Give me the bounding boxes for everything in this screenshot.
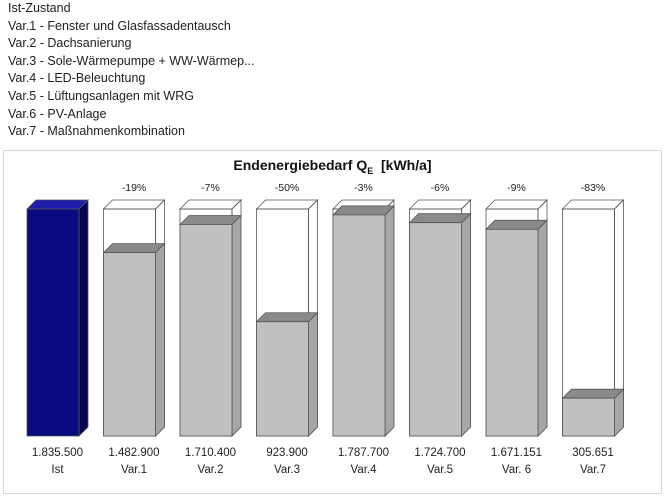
legend-item: Var.5 - Lüftungsanlagen mit WRG	[8, 88, 194, 103]
category-label: Var.1	[121, 464, 147, 476]
change-label: -7%	[201, 182, 220, 194]
variant-bar	[561, 388, 625, 437]
category-label: Ist	[51, 464, 64, 476]
variant-bar	[485, 219, 548, 437]
bar-chart: 1.835.500 Ist -19% 1.482.900 Var.1 -7% 1.710.4…	[26, 182, 625, 476]
variant-legend: Ist-Zustand Var.1 - Fenster und Glasfassa…	[8, 0, 254, 141]
value-label: 1.671.151	[491, 447, 542, 459]
change-label: -19%	[122, 182, 147, 194]
legend-item: Var.1 - Fenster und Glasfassadentausch	[8, 18, 231, 33]
category-label: Var.7	[580, 464, 606, 476]
value-label: 1.710.400	[185, 447, 236, 459]
variant-bar	[255, 311, 319, 437]
change-label: -6%	[431, 182, 450, 194]
category-label: Var.3	[274, 464, 300, 476]
chart-title-subscript: E	[367, 165, 374, 176]
category-label: Var. 6	[502, 464, 531, 476]
change-label: -9%	[507, 182, 526, 194]
chart-title: Endenergiebedarf QE [kWh/a]	[4, 157, 661, 176]
category-label: Var.4	[351, 464, 378, 476]
category-label: Var.2	[198, 464, 224, 476]
legend-item: Var.7 - Maßnahmenkombination	[8, 124, 185, 139]
legend-item: Var.4 - LED-Beleuchtung	[8, 71, 146, 86]
chart-title-unit: [kWh/a]	[381, 157, 432, 173]
change-label: -50%	[275, 182, 300, 194]
category-label: Var.5	[427, 464, 453, 476]
variant-bar	[179, 214, 242, 437]
value-label: 923.900	[266, 447, 308, 459]
value-label: 305.651	[572, 447, 614, 459]
chart-title-main: Endenergiebedarf Q	[233, 157, 368, 173]
legend-item: Var.3 - Sole-Wärmepumpe + WW-Wärmep...	[8, 53, 255, 68]
legend-item: Var.6 - PV-Anlage	[8, 106, 107, 121]
value-label: 1.787.700	[338, 447, 389, 459]
variant-bar	[102, 242, 166, 437]
variant-bar	[332, 204, 395, 437]
variant-bar	[408, 212, 472, 437]
value-label: 1.482.900	[108, 447, 159, 459]
value-label: 1.835.500	[32, 447, 83, 459]
value-label: 1.724.700	[414, 447, 465, 459]
baseline-bar	[26, 199, 89, 437]
legend-item: Ist-Zustand	[8, 1, 71, 15]
chart-panel: Endenergiebedarf QE [kWh/a] 1.835.500 Ist…	[3, 150, 662, 494]
legend-item: Var.2 - Dachsanierung	[8, 36, 132, 51]
change-label: -83%	[581, 182, 606, 194]
change-label: -3%	[354, 182, 373, 194]
